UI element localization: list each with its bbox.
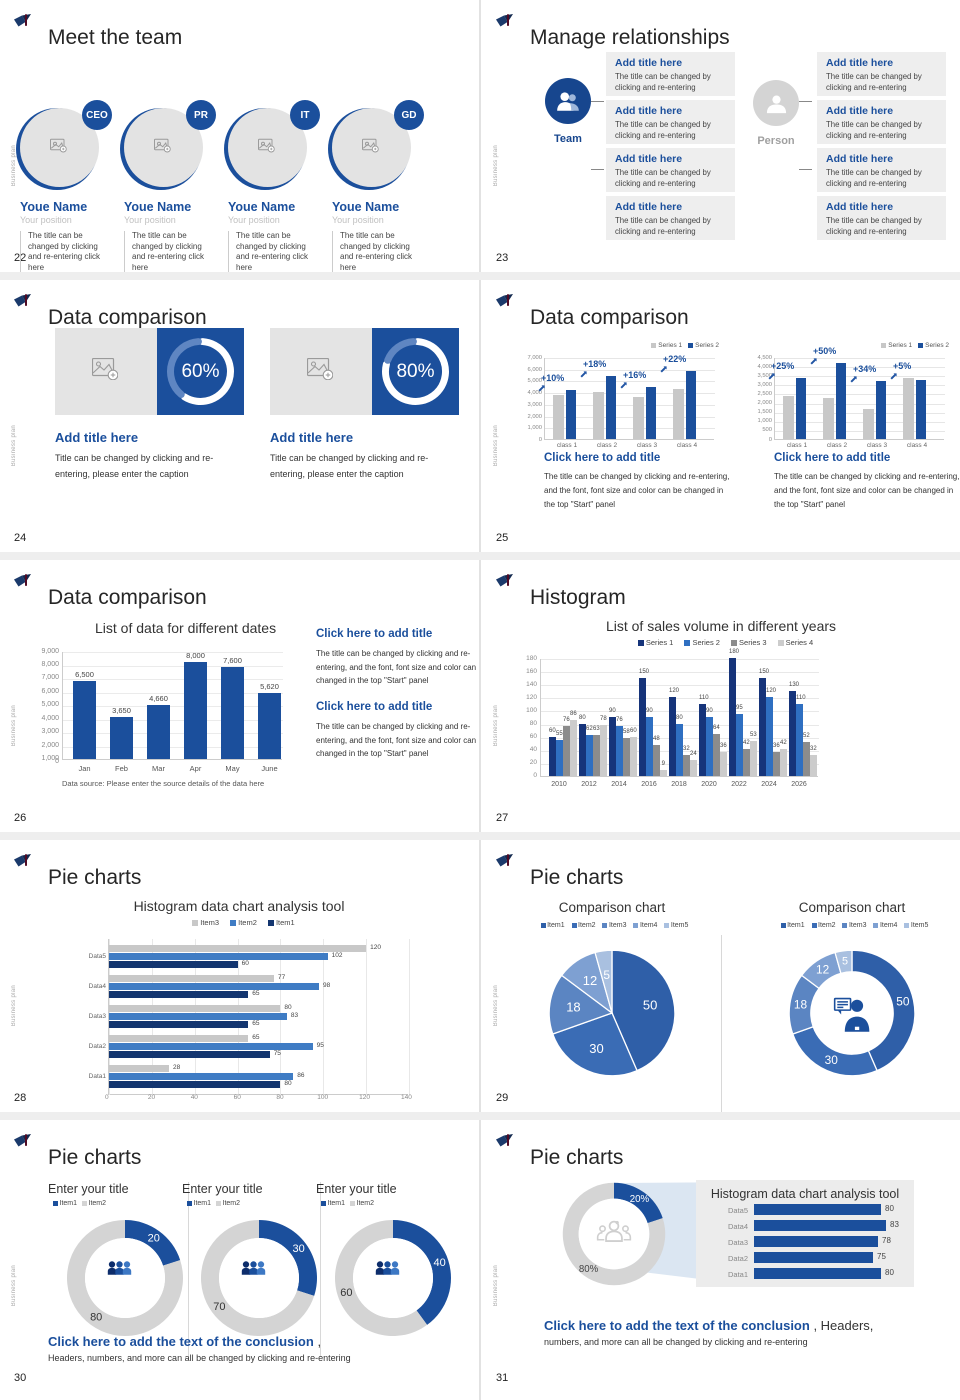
svg-text:80: 80	[90, 1312, 102, 1324]
svg-text:12: 12	[816, 962, 830, 976]
svg-text:60%: 60%	[181, 361, 219, 382]
svg-text:30: 30	[292, 1243, 304, 1255]
svg-text:18: 18	[794, 997, 808, 1011]
svg-text:80%: 80%	[579, 1264, 599, 1275]
svg-text:20: 20	[148, 1232, 160, 1244]
svg-text:50: 50	[896, 995, 910, 1009]
svg-text:30: 30	[589, 1041, 603, 1056]
svg-text:20%: 20%	[630, 1194, 650, 1205]
svg-text:5: 5	[842, 956, 848, 968]
svg-text:80%: 80%	[396, 361, 434, 382]
svg-text:5: 5	[603, 968, 610, 982]
svg-text:70: 70	[213, 1301, 225, 1313]
svg-text:18: 18	[566, 999, 580, 1014]
svg-text:60: 60	[340, 1287, 352, 1299]
svg-text:50: 50	[643, 997, 657, 1012]
svg-text:40: 40	[433, 1257, 445, 1269]
svg-text:30: 30	[825, 1053, 839, 1067]
svg-text:12: 12	[583, 973, 597, 988]
